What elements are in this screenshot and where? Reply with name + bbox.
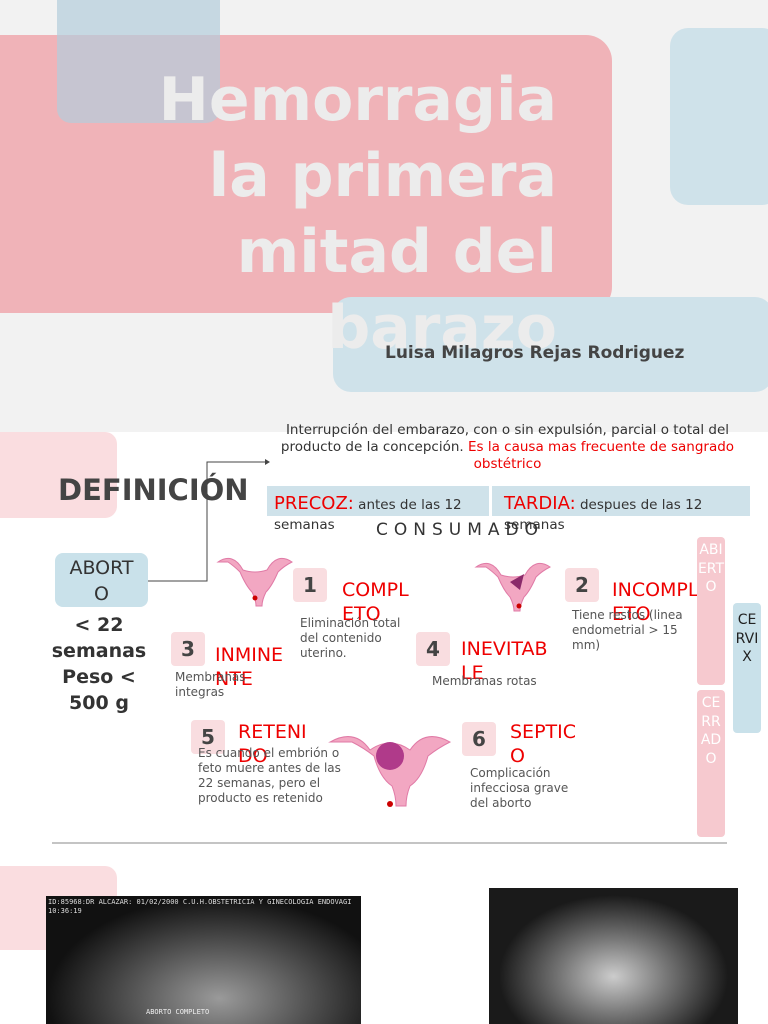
blue-shape (57, 0, 220, 123)
blood-drop (252, 595, 258, 601)
criteria: < 22 semanas Peso < 500 g (51, 614, 147, 714)
title-line: la primera (208, 141, 557, 211)
type-description: Membranas integras (175, 670, 246, 699)
title: Hemorragia la primera mitad del barazo (60, 62, 557, 366)
retained-tissue (510, 574, 524, 590)
definition-highlight: Es la causa mas frecuente de sangrado ob… (468, 439, 735, 472)
title-line: Hemorragia (158, 65, 557, 135)
type-description: Es cuando el embrión o feto muere antes … (198, 746, 341, 805)
precoz-label: PRECOZ: (274, 493, 354, 514)
type-name: INMINENTE (215, 644, 284, 690)
precoz-text: antes de las 12 semanas (274, 497, 462, 533)
type-description: Eliminación total del contenido uterino. (300, 616, 401, 660)
title-line: barazo (327, 293, 557, 363)
tardia: TARDIA: despues de las 12 semanas (504, 494, 744, 535)
definition-text: Interrupción del embarazo, con o sin exp… (280, 422, 730, 455)
type-name: INEVITABLE (461, 638, 548, 684)
type-description: Complicación infecciosa grave del aborto (470, 766, 569, 810)
blue-shape (670, 28, 768, 205)
title-slide: Hemorragia la primera mitad del barazo L… (0, 0, 768, 432)
type-number: 1 (293, 568, 327, 602)
precoz-band (267, 486, 489, 516)
blue-shape (333, 297, 768, 392)
blood-drop (516, 603, 522, 609)
type-number: 3 (171, 632, 205, 666)
image-header: ID:85968:DR ALCAZAR: 01/02/2000 C.U.H.OB… (48, 898, 352, 915)
type-name: RETENIDO (238, 721, 307, 767)
arrow-head (265, 459, 270, 465)
definition: Interrupción del embarazo, con o sin exp… (270, 422, 745, 473)
type-number: 5 (191, 720, 225, 754)
type-description: Tiene restos (linea endometrial > 15 mm) (572, 608, 683, 652)
embryo (376, 742, 404, 770)
heading: DEFINICIÓN (58, 473, 249, 507)
type-name: INCOMPLETO (612, 579, 699, 625)
connectors (52, 459, 727, 844)
consumado: CONSUMADO (376, 520, 544, 540)
blood-drop (387, 801, 393, 807)
type-name: SEPTICO (510, 721, 576, 767)
tardia-band (492, 486, 750, 516)
tardia-label: TARDIA: (504, 493, 576, 514)
cervix-closed: CERRADO (697, 690, 725, 837)
precoz: PRECOZ: antes de las 12 semanas (274, 494, 489, 535)
title-line: mitad del (236, 217, 557, 287)
type-name: COMPLETO (342, 579, 409, 625)
author: Luisa Milagros Rejas Rodriguez (385, 343, 685, 363)
image-caption: ABORTO COMPLETO (146, 1008, 210, 1016)
ultrasound-image: ID:85968:DR ALCAZAR: 01/02/2000 C.U.H.OB… (46, 896, 361, 1024)
type-description: Membranas rotas (432, 674, 537, 688)
aborto-box: ABORTO (55, 553, 148, 607)
arrow (148, 461, 265, 582)
type-number: 2 (565, 568, 599, 602)
cervix-open: ABIERTO (697, 537, 725, 685)
cervix-label: CERVIX (733, 603, 761, 733)
type-number: 4 (416, 632, 450, 666)
tardia-text: despues de las 12 semanas (504, 497, 703, 533)
pink-shape (0, 432, 117, 518)
ultrasound-image (489, 888, 738, 1024)
type-number: 6 (462, 722, 496, 756)
